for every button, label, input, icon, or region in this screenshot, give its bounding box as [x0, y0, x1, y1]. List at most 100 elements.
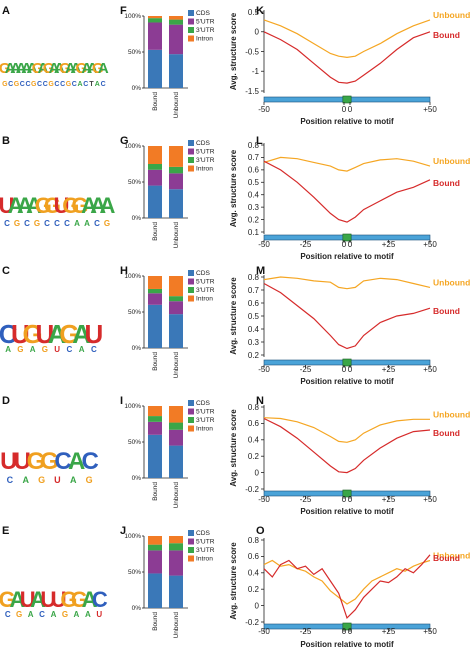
line-chart: 0.8 0.7 0.6 0.5 0.4 0.3 0.2 Avg. structure scor…: [229, 273, 470, 386]
logo-letter: A: [68, 448, 85, 475]
series-label-bound: Bound: [433, 553, 460, 563]
logo-letter: C: [20, 81, 25, 88]
bar-segment-3utr: [169, 166, 183, 174]
legend-swatch: [188, 27, 194, 33]
legend-label: CDS: [196, 530, 211, 537]
motif-box: [342, 95, 352, 104]
y-tick-label: 0.3: [248, 203, 260, 212]
logo-letter: C: [82, 448, 99, 475]
bar-segment-3utr: [169, 19, 183, 25]
series-line-unbound: [263, 156, 431, 172]
logo-letter: A: [99, 193, 115, 218]
motif-box: [342, 489, 352, 498]
bar-segment-3utr: [148, 544, 162, 551]
legend-swatch: [188, 278, 194, 285]
logo-letter: G: [86, 475, 93, 485]
logo-letter: A: [5, 345, 11, 354]
legend-swatch: [188, 400, 194, 406]
logo-letter: U: [11, 319, 30, 349]
x-axis-label: Position relative to motif: [300, 252, 394, 261]
x-axis-label: Position relative to motif: [300, 507, 394, 516]
logo-letter: A: [77, 81, 82, 88]
y-tick-label: 0.2: [248, 215, 260, 224]
logo-letter: G: [66, 81, 72, 88]
y-tick-label: 0.5: [248, 178, 260, 187]
logo-letter: U: [20, 587, 36, 612]
series-label-bound: Bound: [433, 428, 460, 438]
logo-letter: U: [84, 319, 103, 349]
y-tick-label: 50%: [128, 439, 141, 446]
series-line-unbound: [263, 417, 430, 443]
logo-letter: G: [104, 219, 110, 228]
category-label: Bound: [152, 482, 159, 501]
x-tick-label: -50: [258, 495, 270, 504]
logo-letter: C: [24, 219, 30, 228]
logo-letter: G: [35, 193, 52, 218]
bar-segment-3utr: [148, 288, 162, 294]
panel-letter: H: [120, 265, 128, 277]
logo-letter: A: [28, 610, 34, 619]
logo-letter: A: [95, 81, 100, 88]
bar-segment-3utr: [169, 543, 183, 551]
legend-label: 5'UTR: [196, 539, 215, 546]
y-tick-label: 0.2: [248, 452, 260, 461]
y-axis-label: Avg. structure score: [229, 12, 238, 90]
panel-letter: G: [120, 135, 129, 147]
x-tick-label: +50: [423, 240, 437, 249]
legend-label: Intron: [196, 166, 213, 173]
y-tick-label: 0%: [132, 345, 142, 352]
logo-letter: A: [27, 60, 38, 77]
y-tick-label: 100%: [124, 143, 141, 150]
panel-letter: F: [120, 5, 127, 17]
logo-letter: G: [31, 81, 37, 88]
x-tick-label: +50: [423, 627, 437, 636]
category-label: Bound: [152, 612, 159, 631]
x-tick-label: -25: [300, 495, 312, 504]
logo-letter: C: [25, 81, 30, 88]
panel-letter: A: [2, 5, 10, 17]
y-tick-label: 0.4: [248, 325, 260, 334]
legend-label: Intron: [196, 426, 213, 433]
panel-letter: L: [256, 135, 263, 147]
x-tick-label: -25: [300, 627, 312, 636]
x-axis-label: Position relative to motif: [300, 640, 394, 649]
logo-letter: U: [54, 345, 60, 354]
y-tick-label: 0.3: [248, 338, 260, 347]
y-axis-label: Avg. structure score: [229, 542, 238, 620]
y-tick-label: -1.5: [245, 87, 259, 96]
series-label-bound: Bound: [433, 30, 460, 40]
logo-letter: G: [0, 60, 11, 77]
x-tick-label: 0: [342, 495, 347, 504]
x-tick-label: 0: [348, 240, 353, 249]
logo-letter: C: [92, 587, 108, 612]
logo-letter: C: [43, 81, 48, 88]
logo-letter: C: [94, 219, 100, 228]
line-chart: 0.5 0 -0.5 -1 -1.5 Avg. structure score Unboun…: [229, 8, 470, 126]
y-tick-label: 0%: [132, 85, 142, 92]
legend-swatch: [188, 35, 194, 42]
panel-letter: E: [2, 525, 9, 537]
bar-segment-intron: [148, 536, 162, 545]
x-tick-label: +50: [423, 105, 437, 114]
series-label-unbound: Unbound: [433, 551, 470, 561]
logo-letter: C: [64, 219, 70, 228]
y-tick-label: 0.2: [248, 351, 260, 360]
legend-swatch: [188, 18, 194, 25]
logo-letter: C: [54, 81, 59, 88]
legend-label: 3'UTR: [196, 157, 215, 164]
bar-segment-cds: [148, 434, 162, 478]
logo-letter: C: [7, 475, 14, 485]
x-tick-label: +50: [423, 365, 437, 374]
bar-segment-5utr: [148, 169, 162, 186]
legend-swatch: [188, 530, 194, 536]
x-tick-label: +25: [382, 365, 396, 374]
logo-letter: C: [37, 81, 42, 88]
y-tick-label: 0: [255, 601, 260, 610]
line-chart: 0.8 0.6 0.4 0.2 0 -0.2 Avg. structure score Unb…: [229, 403, 470, 516]
logo-letter: U: [0, 193, 15, 218]
legend-swatch: [188, 555, 194, 562]
